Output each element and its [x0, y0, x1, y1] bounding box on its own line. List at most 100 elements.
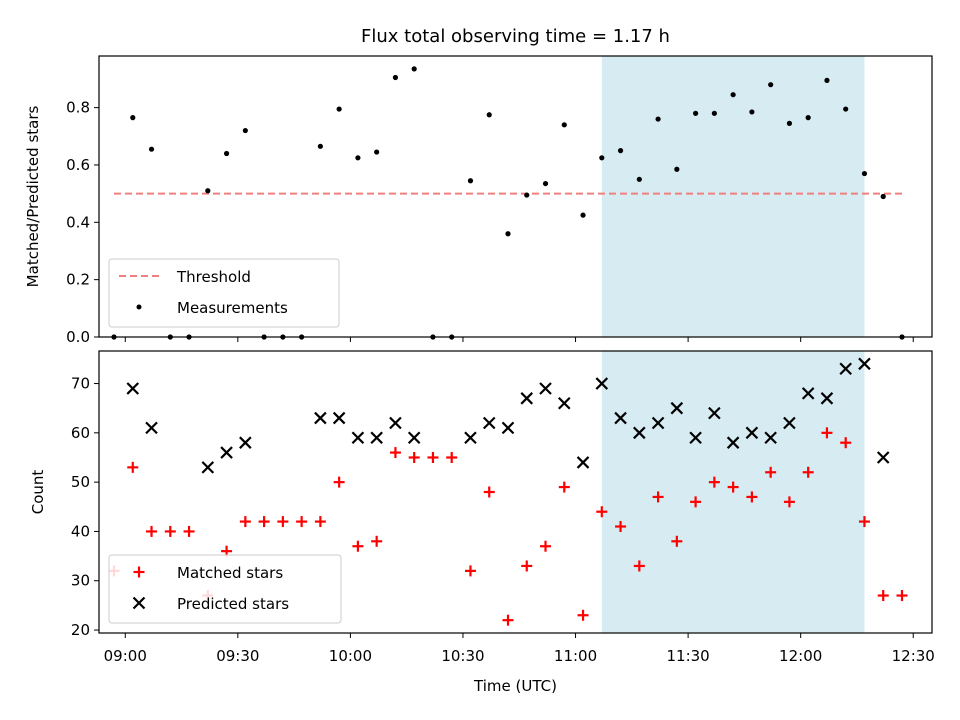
matched-star-point [858, 516, 870, 528]
legend-matched-label: Matched stars [177, 564, 283, 582]
y-tick-label: 50 [71, 473, 90, 491]
legend: Threshold Measurements [108, 258, 340, 328]
x-axis-label: Time (UTC) [473, 677, 557, 695]
matched-star-point [333, 476, 345, 488]
measurement-point [768, 82, 774, 88]
measurement-point [392, 74, 399, 81]
measurement-point [711, 110, 717, 116]
legend-box [108, 554, 342, 624]
predicted-star-point [633, 426, 646, 440]
matched-star-point [840, 437, 852, 449]
measurement-point [355, 155, 361, 161]
matched-star-point [464, 565, 476, 577]
matched-star-point [708, 476, 720, 488]
legend-matched-swatch [133, 566, 145, 578]
measurement-point [242, 127, 248, 134]
axes-frame [98, 350, 933, 634]
predicted-star-point [464, 431, 477, 445]
legend-measurements-label: Measurements [177, 299, 288, 317]
legend-measurements-swatch [136, 304, 142, 310]
x-tick-label: 11:30 [666, 647, 709, 665]
y-tick-label: 0.6 [66, 156, 90, 174]
matched-star-point [577, 609, 589, 621]
matched-star-point [146, 525, 158, 537]
predicted-stars-points [126, 357, 890, 474]
x-tick-label: 12:30 [892, 647, 935, 665]
matched-star-point [483, 486, 495, 498]
y-tick-label: 0.2 [66, 271, 90, 289]
ratio-panel: 0.0 0.2 0.4 0.6 0.8 Flux total observing tim… [24, 26, 933, 346]
matched-star-point [690, 496, 702, 508]
matched-star-point [258, 516, 270, 528]
legend-threshold-label: Threshold [176, 268, 251, 286]
measurement-point [486, 112, 492, 118]
predicted-star-point [520, 392, 534, 405]
predicted-star-point [482, 416, 496, 430]
predicted-star-point [614, 411, 627, 425]
predicted-star-point [314, 411, 327, 425]
predicted-star-point [858, 357, 871, 371]
measurement-point [580, 212, 586, 218]
predicted-star-point [876, 451, 890, 464]
measurement-point [205, 188, 211, 194]
predicted-star-point [558, 396, 571, 410]
measurement-point [693, 110, 699, 116]
y-axis-label: Count [29, 470, 47, 515]
matched-star-point [127, 461, 139, 473]
matched-star-point [296, 516, 308, 528]
matched-star-point [783, 496, 795, 508]
predicted-star-point [689, 431, 702, 445]
y-tick-label: 20 [71, 621, 90, 639]
x-axis-ticks [124, 337, 914, 342]
predicted-star-point [726, 436, 740, 449]
y-tick-label: 0.0 [66, 328, 90, 346]
legend: Matched stars Predicted stars [108, 554, 342, 624]
matched-star-point [671, 535, 683, 547]
measurement-point [561, 122, 567, 128]
measurement-point [617, 148, 624, 154]
predicted-star-point [539, 382, 552, 395]
x-tick-label: 10:00 [329, 647, 372, 665]
measurement-point [317, 143, 323, 149]
predicted-star-point [370, 431, 383, 445]
legend-box [108, 258, 340, 328]
matched-star-point [502, 614, 514, 626]
matched-star-point [521, 560, 533, 572]
predicted-star-point [389, 416, 402, 430]
y-axis-label: Matched/Predicted stars [24, 106, 42, 288]
measurement-point [223, 150, 230, 157]
matched-star-point [408, 451, 420, 463]
predicted-star-point [783, 416, 796, 430]
x-tick-label: 11:00 [554, 647, 597, 665]
predicted-star-point [820, 392, 834, 405]
x-tick-label: 12:00 [779, 647, 822, 665]
measurement-point [411, 66, 417, 72]
measurement-point [786, 120, 793, 126]
measurement-point [148, 146, 155, 152]
matched-star-point [896, 590, 908, 602]
predicted-star-point [220, 446, 233, 459]
y-tick-label: 40 [71, 522, 90, 540]
matched-star-point [802, 466, 814, 478]
measurement-point [542, 180, 549, 187]
count-panel: 20 30 40 50 60 70 09:00 09:30 10:00 10:30 11:00 11… [29, 350, 935, 695]
measurement-point [599, 155, 605, 161]
measurement-point [805, 115, 811, 121]
matched-star-point [446, 451, 458, 463]
measurement-point [674, 166, 680, 172]
legend-predicted-swatch [132, 596, 146, 610]
measurement-point [374, 149, 380, 155]
predicted-star-point [126, 382, 140, 395]
matched-star-point [615, 521, 627, 533]
predicted-star-point [239, 436, 252, 449]
y-tick-label: 60 [71, 424, 90, 442]
matched-star-point [877, 590, 889, 602]
matched-star-point [183, 525, 195, 537]
measurement-point [505, 231, 511, 237]
matched-stars-points [108, 427, 908, 626]
y-axis-ticks: 20 30 40 50 60 70 [71, 375, 99, 639]
measurement-point [336, 106, 342, 112]
predicted-star-point [351, 431, 365, 445]
y-tick-label: 70 [71, 375, 90, 393]
